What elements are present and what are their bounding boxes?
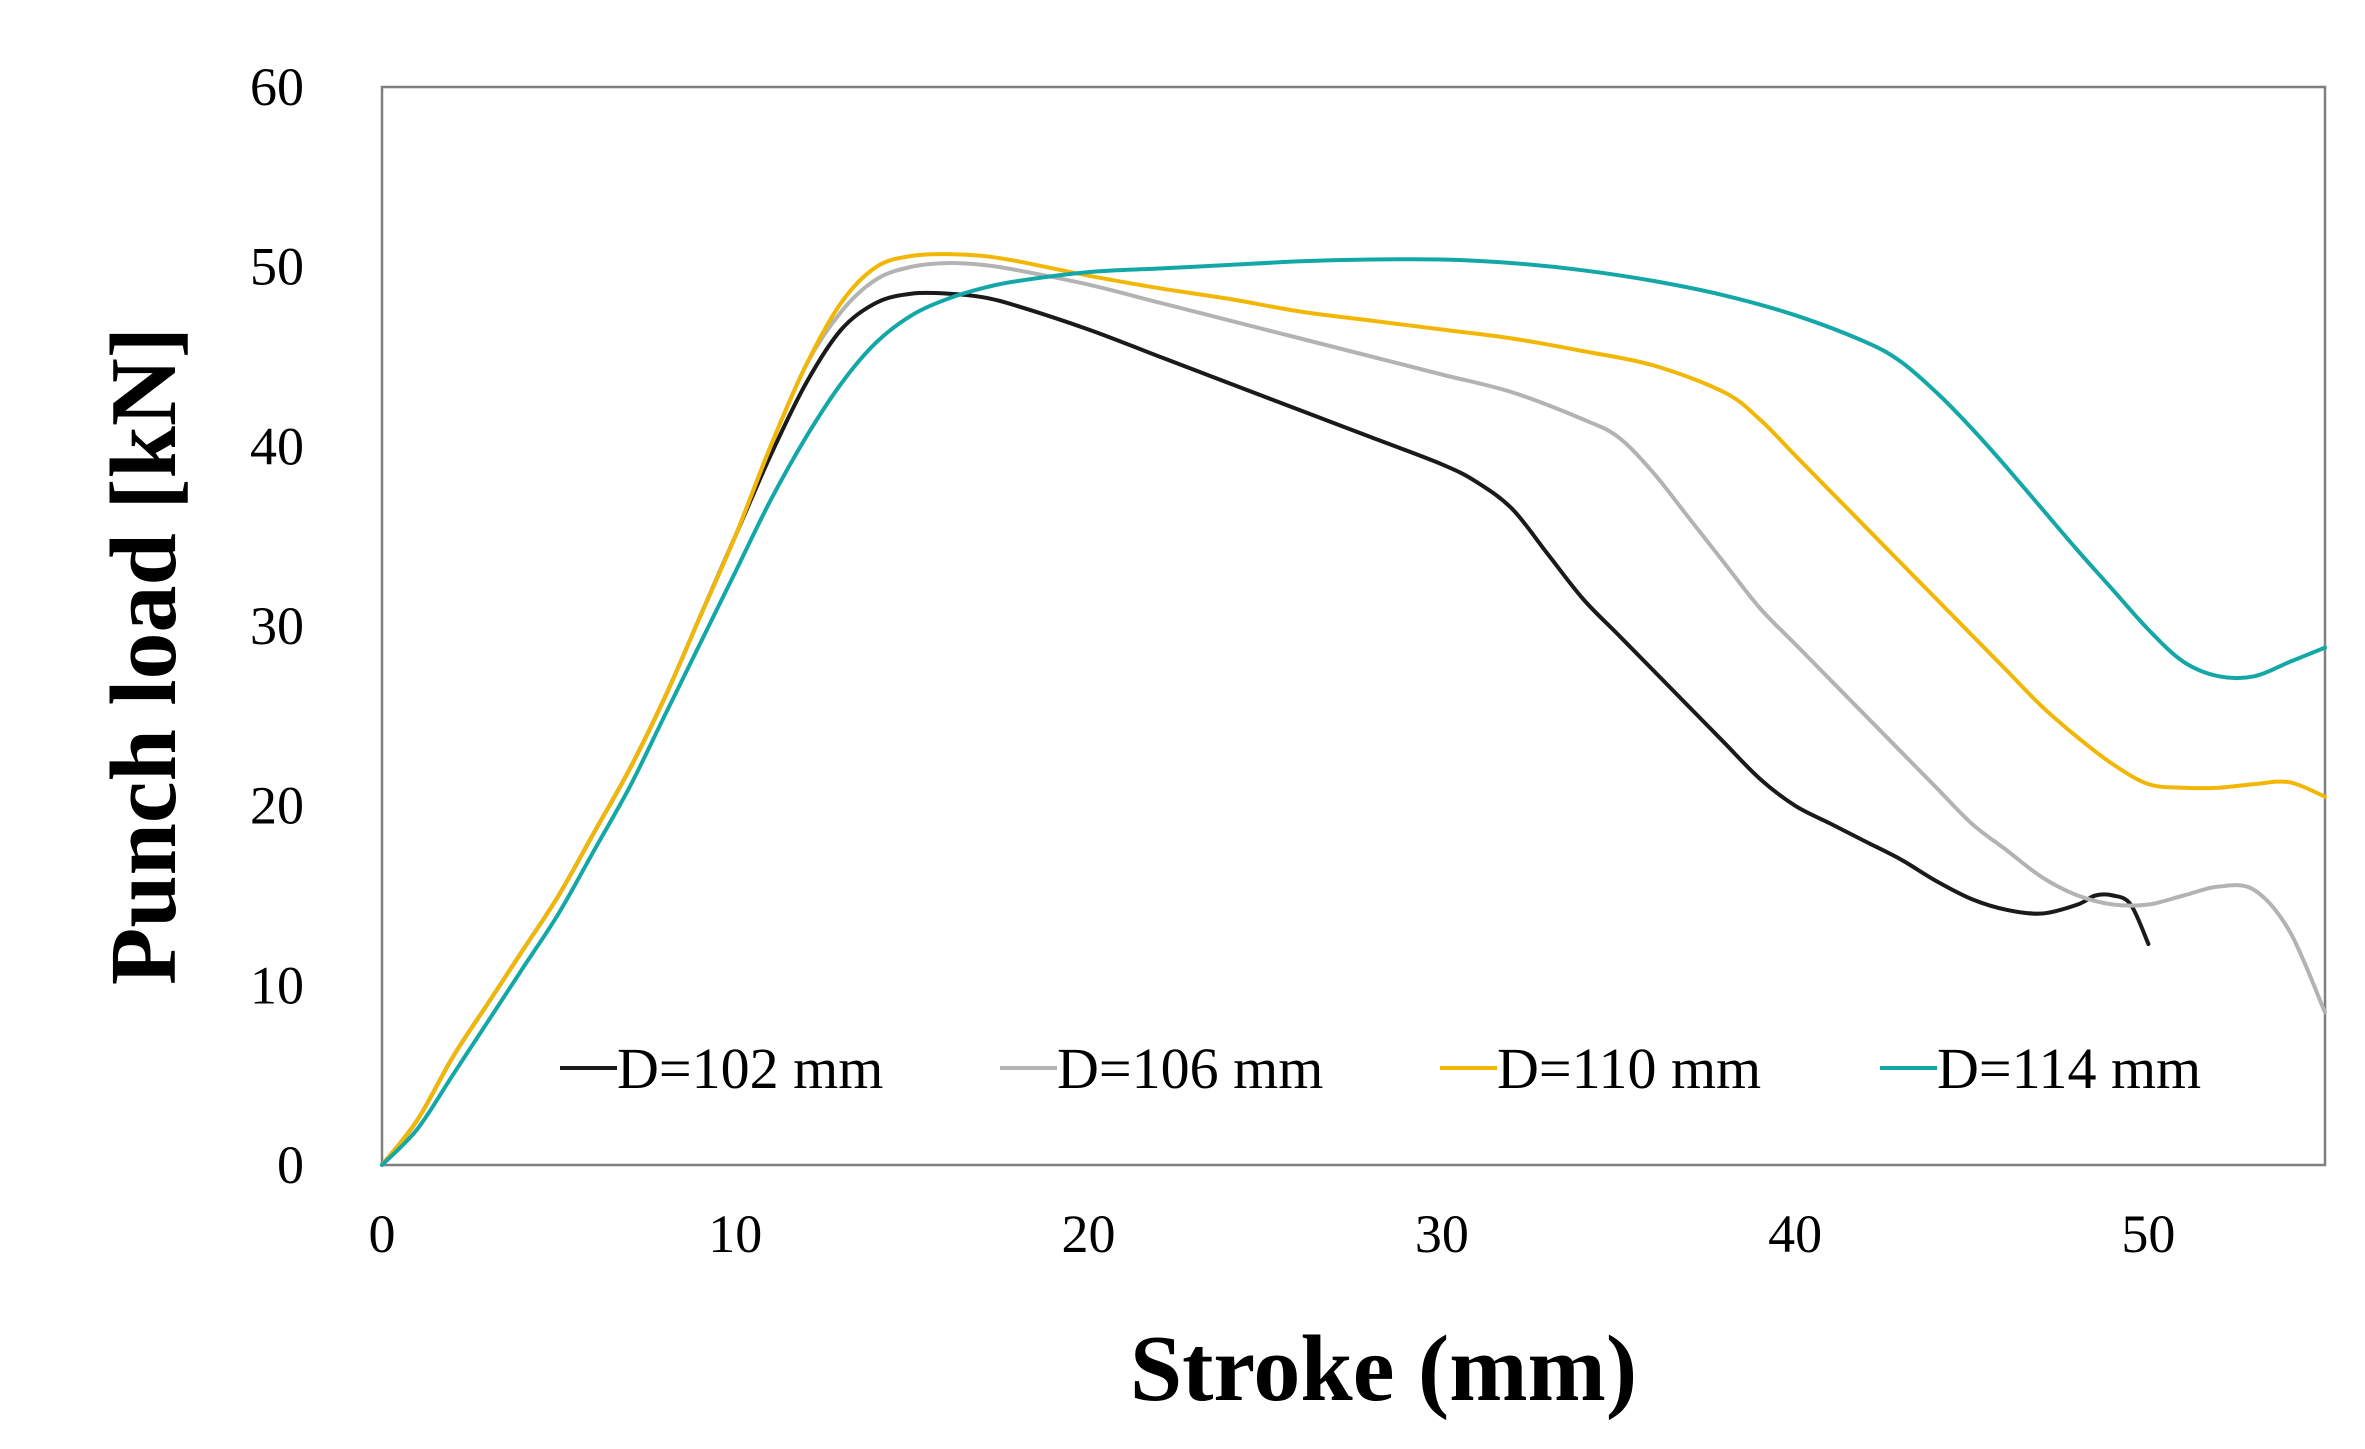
series-line-d-114-mm (380, 257, 2327, 1167)
legend: D=102 mm D=106 mm D=110 mm D=114 mm (560, 1036, 2201, 1101)
y-tick-labels: 0 10 20 30 40 50 60 (250, 57, 304, 1195)
x-tick-labels: 0 10 20 30 40 50 (369, 1204, 2176, 1264)
y-tick-label-50: 50 (250, 237, 304, 297)
series-line-d-106-mm (380, 261, 2327, 1167)
y-tick-label-40: 40 (250, 416, 304, 476)
y-tick-label-10: 10 (250, 955, 304, 1015)
y-axis-title: Punch load [kN] (92, 327, 196, 985)
plot-frame (380, 85, 2327, 1167)
x-tick-label-30: 30 (1415, 1204, 1469, 1264)
y-tick-label-30: 30 (250, 596, 304, 656)
series-lines (380, 252, 2327, 1167)
legend-label-1: D=102 mm (617, 1036, 883, 1101)
series-line-d-102-mm (380, 290, 2151, 1167)
x-axis-title: Stroke (mm) (1130, 1317, 1637, 1421)
legend-label-4: D=114 mm (1937, 1036, 2201, 1101)
x-tick-label-0: 0 (369, 1204, 396, 1264)
series-line-d-110-mm (380, 252, 2327, 1167)
y-tick-label-60: 60 (250, 57, 304, 117)
x-tick-label-20: 20 (1062, 1204, 1116, 1264)
legend-label-2: D=106 mm (1057, 1036, 1323, 1101)
x-tick-label-40: 40 (1768, 1204, 1822, 1264)
x-tick-label-50: 50 (2121, 1204, 2175, 1264)
y-tick-label-0: 0 (277, 1135, 304, 1195)
x-tick-label-10: 10 (708, 1204, 762, 1264)
y-tick-label-20: 20 (250, 776, 304, 836)
legend-label-3: D=110 mm (1497, 1036, 1761, 1101)
